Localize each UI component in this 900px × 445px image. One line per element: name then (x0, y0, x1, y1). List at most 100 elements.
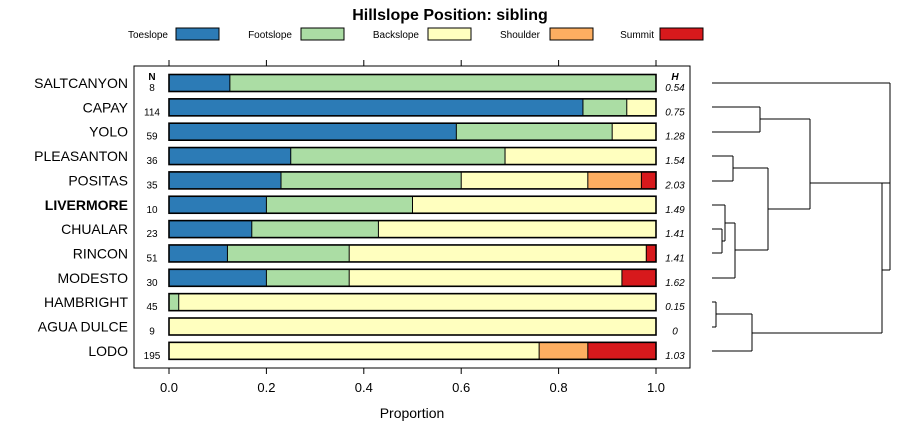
bar-outline (168, 244, 657, 263)
bar-segment-toeslope (169, 98, 583, 116)
n-value: 59 (146, 132, 158, 143)
bar-segment-backslope (626, 98, 656, 116)
legend: Toeslope Footslope Backslope Shoulder Summit (128, 27, 704, 41)
bar-row: LODO 195 1.03 (88, 341, 685, 362)
bar-segment-toeslope (169, 123, 457, 141)
category-label: MODESTO (57, 270, 128, 286)
legend-swatch-summit (659, 27, 704, 41)
bar-segment-summit (587, 342, 656, 360)
n-value: 9 (149, 327, 155, 338)
bar-row: PLEASANTON 36 1.54 (34, 146, 685, 167)
x-tick-label: 0.2 (257, 380, 275, 395)
bar-row: RINCON 51 1.41 (73, 244, 685, 264)
n-value: 30 (146, 278, 158, 289)
category-label: YOLO (89, 124, 128, 140)
bar-segment-summit (641, 171, 656, 189)
bar-segment-shoulder (587, 171, 642, 189)
n-value: 8 (149, 83, 155, 94)
bar-outline (168, 341, 657, 361)
bar-segment-backslope (169, 342, 540, 360)
bar-outline (168, 317, 657, 336)
x-tick-label: 0.0 (160, 380, 178, 395)
bar-segment-footslope (290, 147, 506, 165)
bar-segment-backslope (169, 318, 656, 335)
bar-segment-footslope (229, 74, 656, 92)
h-value: 0 (672, 327, 678, 338)
legend-swatch-shoulder (549, 27, 594, 41)
legend-label-footslope: Footslope (248, 30, 292, 41)
category-label: SALTCANYON (34, 75, 128, 91)
bar-segment-backslope (461, 171, 588, 189)
bar-segment-backslope (349, 244, 647, 262)
bar-segment-toeslope (169, 269, 267, 287)
n-value: 36 (146, 156, 158, 167)
bar-segment-footslope (582, 98, 627, 116)
bar-outline (168, 219, 657, 239)
n-value: 35 (146, 180, 158, 191)
category-label: HAMBRIGHT (44, 294, 128, 310)
category-label: LODO (88, 343, 128, 359)
bar-segment-backslope (349, 269, 622, 287)
bar-row: LIVERMORE 10 1.49 (45, 195, 685, 216)
x-tick-label: 0.4 (355, 380, 373, 395)
bar-segment-toeslope (169, 74, 230, 92)
category-label: CHUALAR (61, 221, 128, 237)
legend-label-toeslope: Toeslope (128, 30, 168, 41)
category-label: CAPAY (83, 99, 129, 115)
x-axis-label: Proportion (380, 405, 445, 421)
h-column-header: H (671, 72, 679, 83)
h-value: 1.41 (665, 253, 684, 264)
bar-segment-backslope (412, 196, 656, 214)
bar-outline (168, 171, 657, 190)
bar-segment-shoulder (539, 342, 588, 360)
bar-segment-footslope (266, 196, 413, 214)
bar-outline (168, 292, 657, 312)
bar-row: HAMBRIGHT 45 0.15 (44, 292, 685, 313)
x-tick-label: 0.8 (550, 380, 568, 395)
category-label: AGUA DULCE (38, 319, 128, 335)
bar-segment-toeslope (169, 220, 252, 238)
h-value: 1.28 (665, 132, 685, 143)
bar-segment-backslope (612, 123, 656, 141)
bar-segment-toeslope (169, 171, 282, 189)
bar-segment-footslope (251, 220, 379, 238)
bar-segment-backslope (505, 147, 656, 165)
bar-segment-footslope (266, 269, 350, 287)
bar-row: SALTCANYON 8 0.54 (34, 73, 685, 94)
bar-rows: SALTCANYON 8 0.54 CAPAY 114 0.75 YOLO 59 1.28 PLE… (34, 73, 685, 362)
bar-outline (168, 73, 657, 93)
bar-segment-toeslope (169, 244, 228, 262)
n-column-header: N (148, 72, 155, 83)
bar-segment-footslope (281, 171, 462, 189)
legend-swatch-backslope (427, 27, 472, 41)
legend-swatch-toeslope (175, 27, 220, 41)
bar-row: CAPAY 114 0.75 (83, 98, 685, 118)
n-value: 23 (146, 229, 158, 240)
bar-segment-footslope (456, 123, 613, 141)
bar-row: POSITAS 35 2.03 (68, 171, 685, 191)
bar-segment-footslope (169, 293, 179, 311)
bar-outline (168, 122, 657, 141)
bar-outline (168, 268, 657, 288)
h-value: 2.03 (664, 180, 685, 191)
plot-panel (133, 65, 691, 369)
category-label: POSITAS (68, 172, 128, 188)
bar-segment-toeslope (169, 147, 291, 165)
bar-segment-backslope (178, 293, 657, 311)
category-label: LIVERMORE (45, 197, 128, 213)
bar-segment-backslope (378, 220, 656, 238)
bar-segment-toeslope (169, 196, 267, 214)
bar-row: CHUALAR 23 1.41 (61, 219, 685, 240)
h-value: 0.54 (665, 83, 685, 94)
legend-label-summit: Summit (620, 30, 654, 41)
chart-title: Hillslope Position: sibling (352, 7, 548, 24)
dendrogram (712, 82, 891, 352)
h-value: 0.15 (665, 302, 685, 313)
bar-outline (168, 195, 657, 215)
n-value: 45 (146, 302, 158, 313)
h-value: 0.75 (665, 107, 685, 118)
bar-segment-summit (646, 244, 656, 262)
legend-swatch-footslope (300, 27, 345, 41)
